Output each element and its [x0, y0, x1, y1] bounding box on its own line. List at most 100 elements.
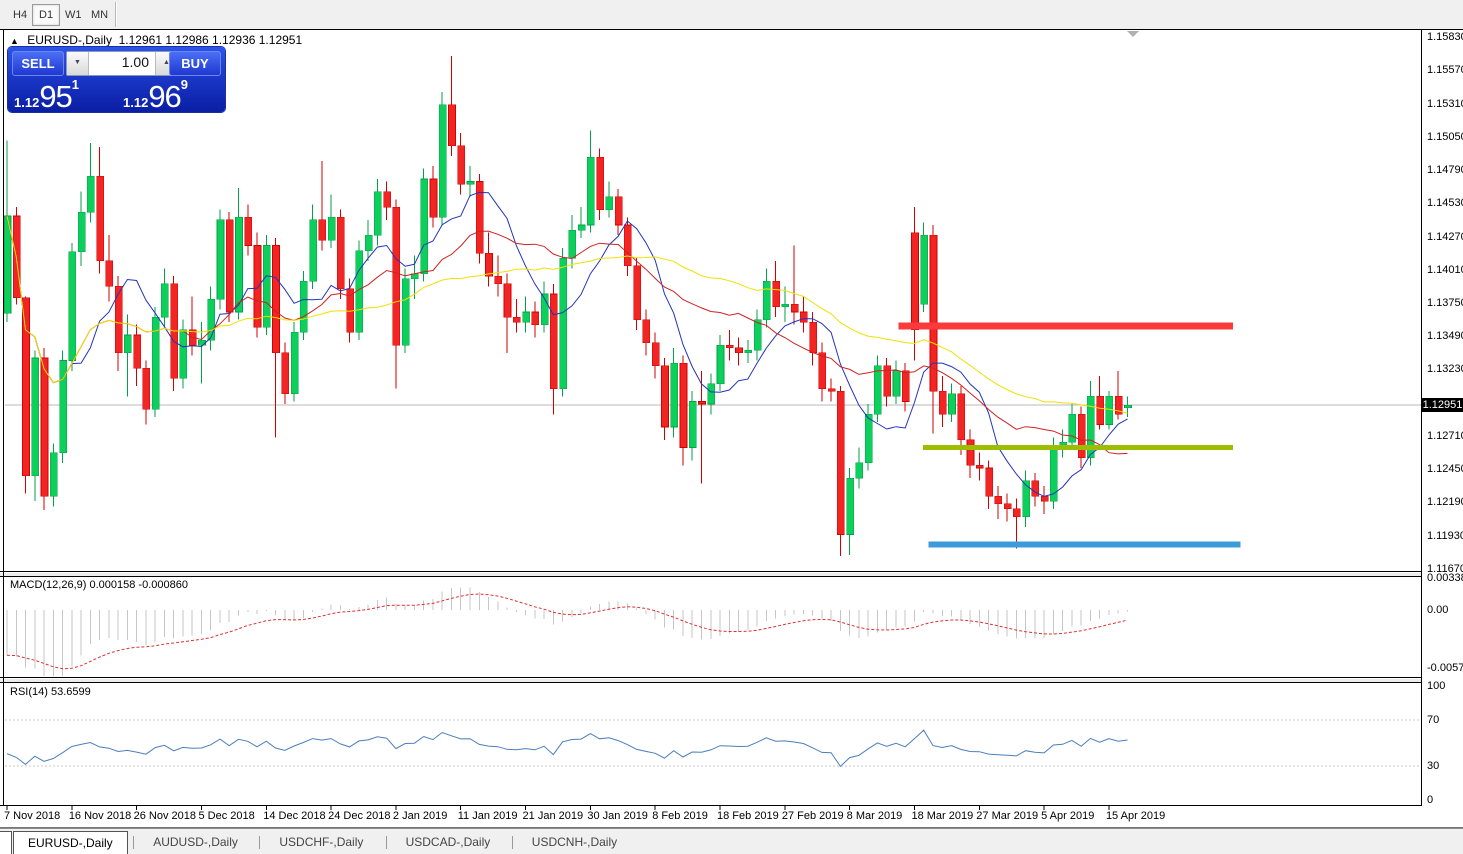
- candle-body: [596, 156, 604, 210]
- support-blue-hline[interactable]: [928, 541, 1241, 548]
- candle-body: [179, 329, 188, 379]
- rsi-scale-label: 0: [1427, 794, 1434, 806]
- bid-price[interactable]: 1.12951: [14, 77, 118, 114]
- candle-body: [142, 367, 151, 410]
- candle-body: [503, 283, 512, 318]
- scroll-to-end-marker-icon[interactable]: [1127, 31, 1139, 37]
- candle-body: [642, 319, 651, 343]
- tab-edge-stub: [0, 831, 12, 854]
- candle-body: [568, 229, 577, 259]
- resistance-red-hline[interactable]: [898, 322, 1234, 330]
- candle-body: [818, 352, 827, 389]
- price-scale-label: 1.15310: [1427, 97, 1463, 110]
- candle-body: [920, 234, 929, 305]
- volume-decrease-icon[interactable]: ▼: [67, 52, 89, 75]
- candle-body: [466, 181, 475, 185]
- chart-tab-usdcad[interactable]: USDCAD-,Daily: [405, 835, 491, 849]
- candle-body: [1096, 396, 1104, 425]
- candle-body: [216, 219, 225, 300]
- candle-body: [290, 332, 299, 395]
- chart-tab-audusd[interactable]: AUDUSD-,Daily: [153, 835, 238, 849]
- level-olive-hline[interactable]: [922, 445, 1234, 451]
- candle-body: [77, 211, 86, 253]
- timeframe-button-mn[interactable]: MN: [91, 9, 109, 21]
- chart-header: ▲ EURUSD-,Daily 1.12961 1.12986 1.12936 …: [10, 33, 302, 47]
- bid-prefix: 1.12: [14, 95, 40, 110]
- candle-body: [281, 352, 290, 395]
- price-scale-label: 1.12710: [1427, 429, 1463, 442]
- volume-input[interactable]: 1.00: [121, 54, 149, 70]
- candle-body: [559, 257, 567, 389]
- candle-body: [781, 303, 790, 308]
- bid-pip-digit: 1: [71, 77, 80, 92]
- candle-body: [790, 303, 799, 313]
- candle-body: [874, 365, 882, 415]
- chart-symbol-period: EURUSD-,Daily: [27, 33, 112, 47]
- tab-separator: [385, 836, 387, 849]
- candle-body: [864, 413, 873, 464]
- date-axis-label: 24 Dec 2018: [328, 810, 391, 822]
- candle-body: [763, 280, 771, 320]
- candle-body: [540, 293, 549, 326]
- timeframe-toolbar: H4 D1 W1 MN: [0, 0, 1463, 29]
- candle-body: [22, 297, 30, 476]
- rsi-scale-label: 70: [1427, 714, 1440, 726]
- rsi-scale-label: 100: [1427, 680, 1446, 692]
- chart-left-border: [3, 30, 4, 806]
- timeframe-button-d1[interactable]: D1: [32, 4, 61, 26]
- timeframe-button-w1[interactable]: W1: [65, 9, 82, 21]
- price-scale-label: 1.11930: [1427, 529, 1463, 542]
- price-scale-label: 1.13230: [1427, 363, 1463, 376]
- rsi-panel-bottom-border: [0, 805, 1463, 806]
- candle-body: [114, 286, 123, 354]
- rsi-label: RSI(14) 53.6599: [10, 686, 91, 698]
- timeframe-button-h4[interactable]: H4: [13, 9, 28, 21]
- candle-body: [151, 316, 160, 410]
- candle-body: [1105, 396, 1114, 425]
- rsi-panel-splitter[interactable]: [0, 678, 1463, 683]
- date-axis-label: 26 Nov 2018: [133, 810, 197, 822]
- ask-price[interactable]: 1.12969: [123, 77, 223, 114]
- chart-tab-usdchf[interactable]: USDCHF-,Daily: [279, 835, 364, 849]
- date-axis-label: 18 Feb 2019: [717, 810, 779, 822]
- candle-body: [494, 275, 503, 285]
- rsi-scale-label: 30: [1427, 760, 1440, 772]
- macd-label: MACD(12,26,9) 0.000158 -0.000860: [10, 579, 188, 591]
- candle-body: [772, 280, 780, 308]
- date-axis-label: 14 Dec 2018: [263, 810, 326, 822]
- candle-body: [392, 206, 401, 346]
- candle-body: [800, 311, 808, 323]
- candle-body: [272, 245, 280, 354]
- candle-body: [633, 265, 641, 320]
- price-scale-border: [1421, 30, 1422, 806]
- candle-body: [87, 176, 95, 213]
- date-axis-label: 8 Feb 2019: [652, 810, 708, 822]
- tab-separator: [259, 836, 261, 849]
- price-scale[interactable]: [1422, 30, 1463, 827]
- candle-body: [901, 370, 910, 402]
- chart-tab-eurusd[interactable]: EURUSD-,Daily: [13, 831, 128, 854]
- macd-panel-splitter[interactable]: [0, 572, 1463, 577]
- candle-body: [883, 365, 892, 397]
- macd-panel-bottom-border: [0, 677, 1463, 678]
- candle-body: [614, 196, 623, 226]
- date-axis-label: 11 Jan 2019: [457, 810, 518, 822]
- ask-big-digits: 96: [148, 79, 181, 114]
- candle-body: [133, 334, 141, 369]
- candle-body: [364, 234, 373, 251]
- candle-body: [892, 370, 901, 397]
- date-axis-label: 27 Mar 2019: [976, 810, 1039, 822]
- price-scale-label: 1.15830: [1427, 31, 1463, 43]
- date-axis-label: 8 Mar 2019: [846, 810, 903, 822]
- buy-button[interactable]: BUY: [169, 51, 221, 76]
- chart-ohlc-quotes: 1.12961 1.12986 1.12936 1.12951: [118, 33, 303, 47]
- sell-button[interactable]: SELL: [12, 51, 64, 76]
- chart-tab-usdcnh[interactable]: USDCNH-,Daily: [531, 835, 618, 849]
- candle-body: [300, 280, 308, 333]
- one-click-collapse-icon[interactable]: ▲: [10, 36, 19, 46]
- candle-body: [651, 342, 660, 366]
- candle-body: [938, 390, 947, 415]
- candle-body: [207, 298, 216, 341]
- rsi-line: [6, 729, 1128, 768]
